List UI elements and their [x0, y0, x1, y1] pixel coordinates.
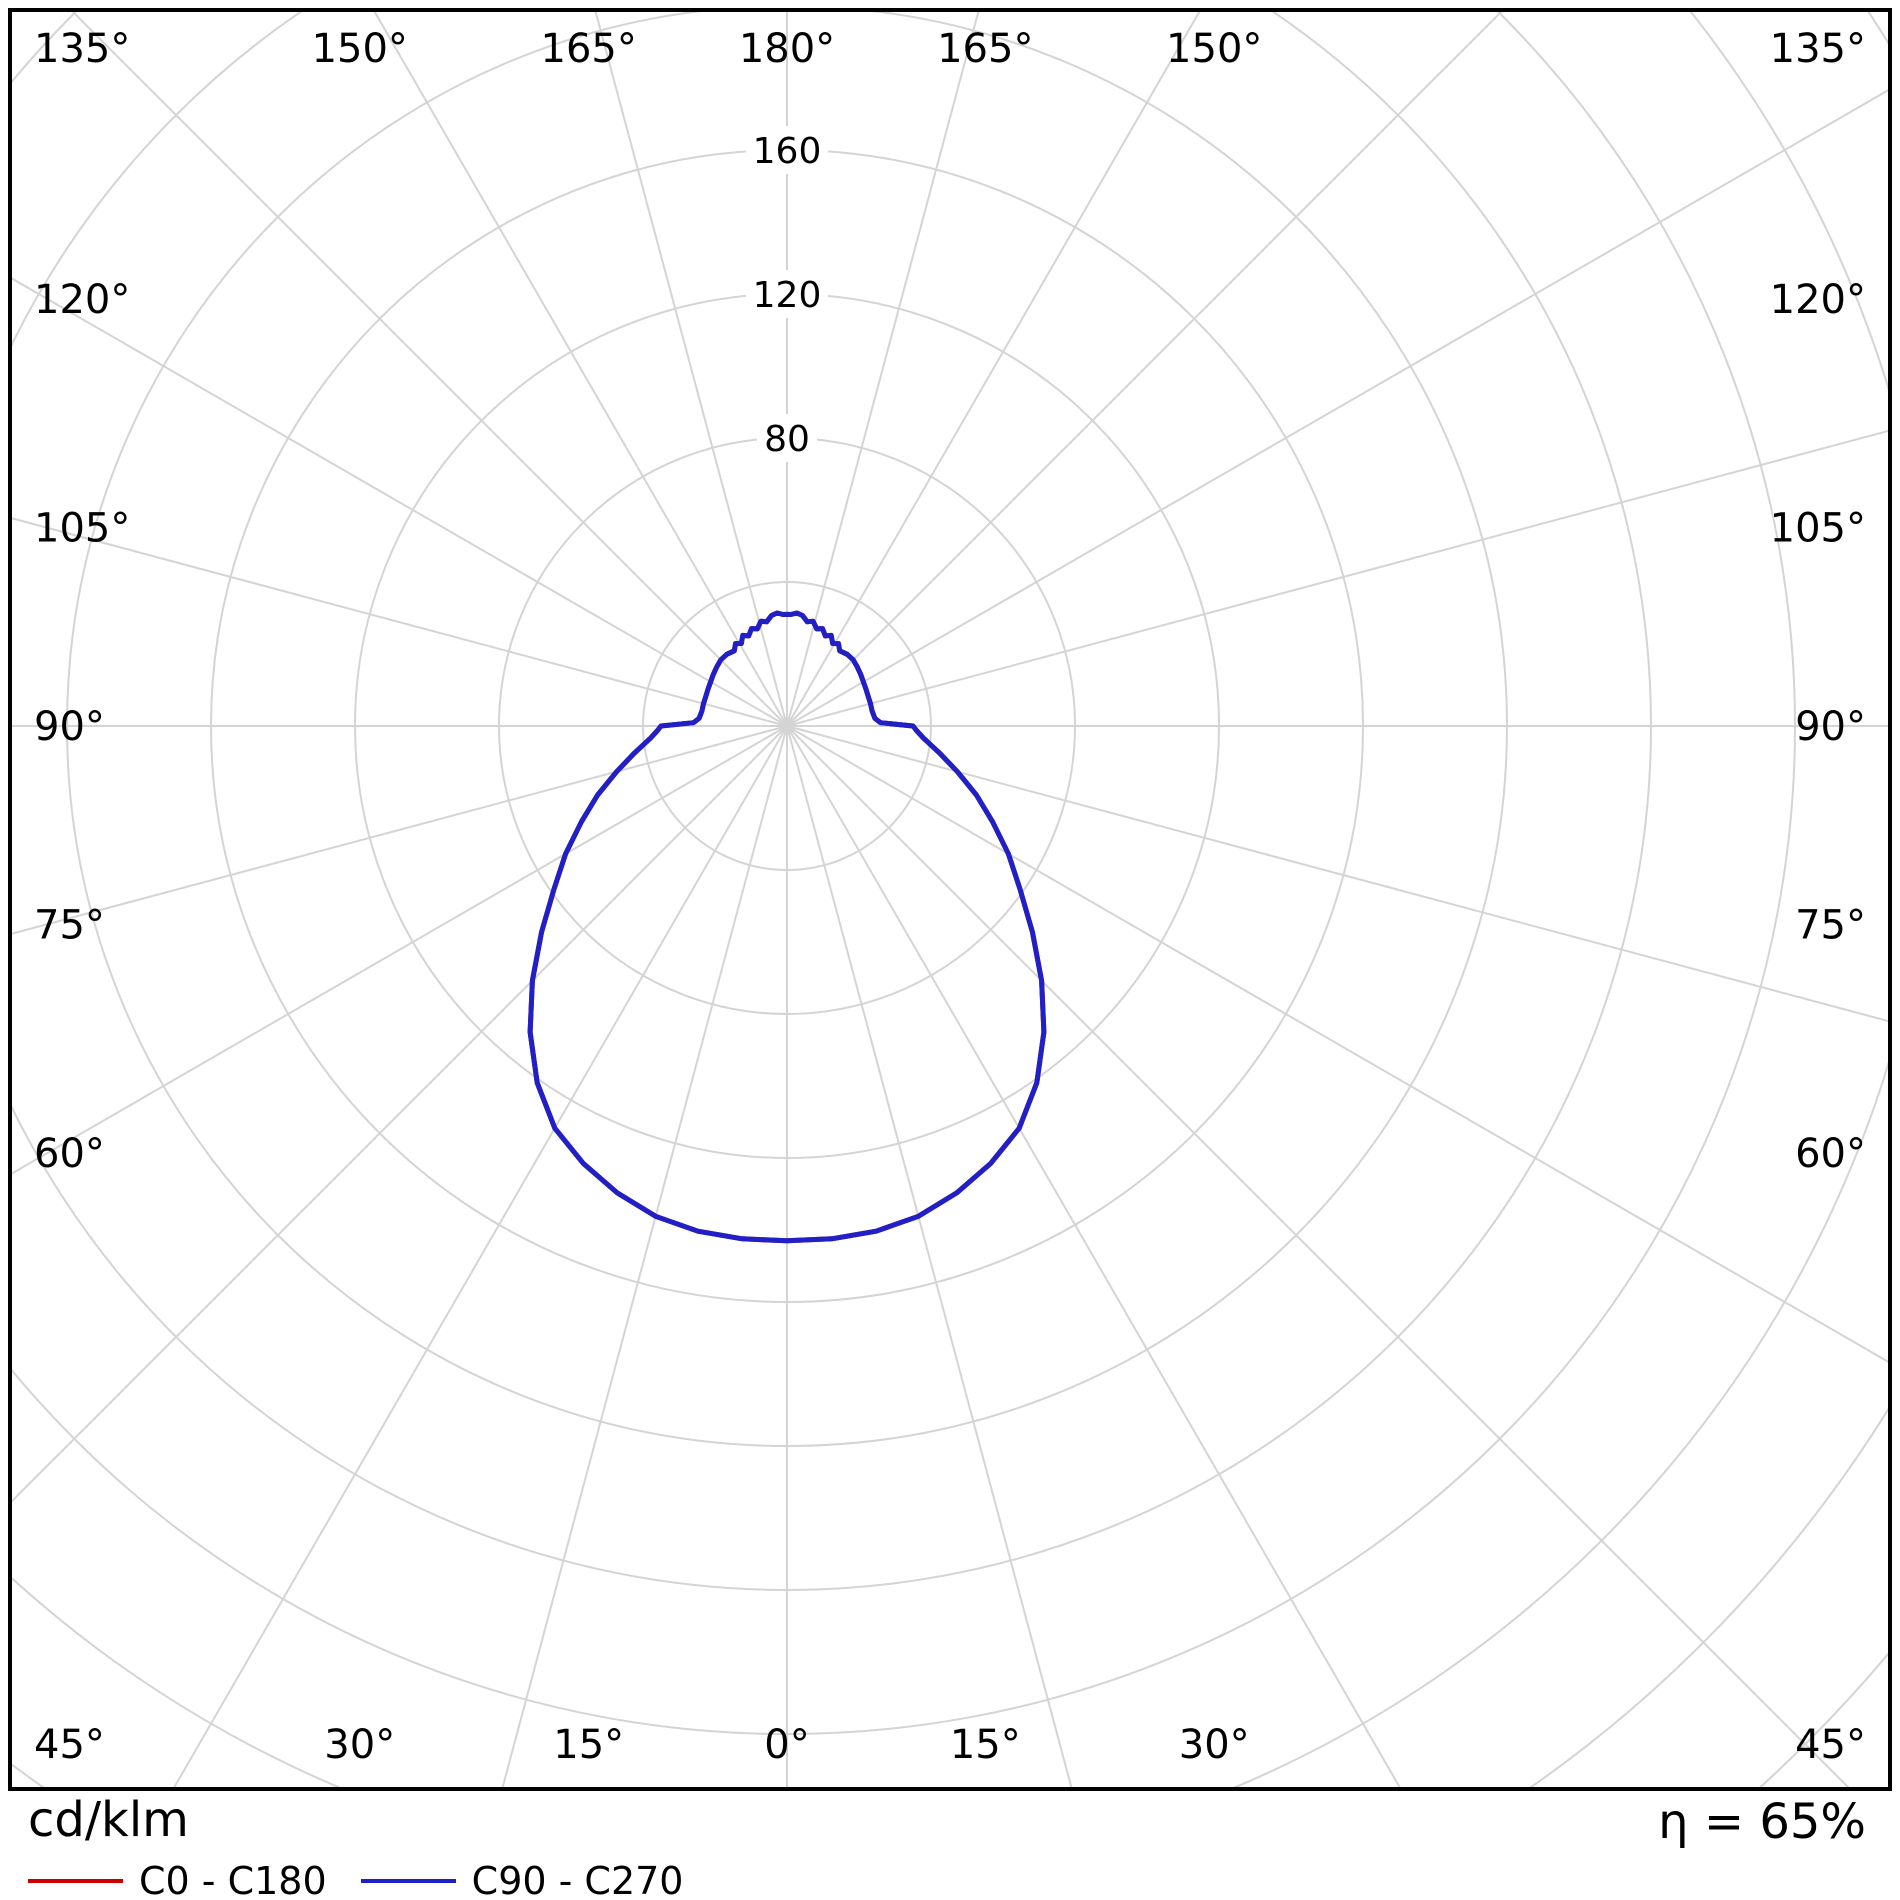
grid-spoke — [786, 725, 1401, 1787]
grid-spoke — [786, 89, 1888, 727]
angle-tick-label: 75° — [34, 902, 105, 948]
grid-spoke — [786, 725, 1888, 1023]
grid-spoke — [173, 725, 788, 1787]
radial-tick-label: 160 — [753, 131, 822, 172]
angle-tick-label: 135° — [34, 26, 130, 72]
legend: C0 - C180 C90 - C270 — [28, 1859, 683, 1900]
grid-spoke — [12, 725, 788, 1503]
chart-frame — [8, 8, 1892, 1791]
angle-tick-label: 45° — [1795, 1722, 1866, 1768]
grid-spoke — [12, 517, 788, 727]
grid-spoke — [12, 725, 788, 935]
angle-tick-label: 105° — [1770, 506, 1866, 552]
grid-spoke — [594, 12, 788, 727]
radial-tick-bg — [757, 414, 817, 462]
units-label: cd/klm — [28, 1792, 189, 1848]
efficiency-label: η = 65% — [1658, 1794, 1866, 1850]
angle-tick-label: 15° — [553, 1722, 624, 1768]
angle-tick-label: 135° — [1770, 26, 1866, 72]
radial-tick-label: 120 — [753, 275, 822, 316]
angle-tick-label: 15° — [950, 1722, 1021, 1768]
grid-spoke — [786, 429, 1888, 727]
angle-tick-label: 180° — [739, 26, 835, 72]
grid-spoke — [71, 12, 788, 727]
grid-spoke — [786, 12, 980, 727]
angle-tick-label: 0° — [764, 1722, 809, 1768]
angle-tick-label: 75° — [1795, 902, 1866, 948]
grid-spoke — [12, 725, 788, 1175]
legend-label: C90 - C270 — [471, 1858, 684, 1900]
angle-tick-label: 90° — [34, 704, 105, 750]
radial-tick-bg — [746, 126, 828, 174]
polar-grid — [12, 12, 1888, 1787]
radial-tick-label: 80 — [764, 419, 810, 460]
angle-tick-label: 30° — [1179, 1722, 1250, 1768]
angle-tick-label: 150° — [312, 26, 408, 72]
curve-C90-C270 — [527, 610, 1047, 1244]
grid-spoke — [12, 277, 788, 727]
grid-spoke — [786, 725, 1073, 1787]
footer-left: cd/klm C0 - C180 C90 - C270 — [28, 1794, 683, 1900]
radial-tick-bg — [746, 270, 828, 318]
angle-tick-label: 105° — [34, 506, 130, 552]
legend-swatch — [28, 1878, 123, 1883]
angle-tick-label: 60° — [34, 1131, 105, 1177]
angle-tick-label: 30° — [324, 1722, 395, 1768]
angle-tick-label: 120° — [34, 277, 130, 323]
grid-spoke — [786, 725, 1888, 1363]
polar-chart: 80 120 160 0° 15° 15° 30° 30° 45° 45° 60° 60° 75° 75°… — [8, 8, 1892, 1791]
grid-spoke — [373, 12, 788, 727]
grid-spoke — [786, 12, 1201, 727]
legend-swatch — [360, 1878, 456, 1883]
legend-item: C0 - C180 — [28, 1859, 327, 1900]
angle-tick-label: 45° — [34, 1722, 105, 1768]
grid-spoke — [786, 12, 1503, 727]
angle-tick-label: 120° — [1770, 277, 1866, 323]
legend-item: C90 - C270 — [360, 1858, 684, 1900]
angle-tick-label: 60° — [1795, 1131, 1866, 1177]
legend-label: C0 - C180 — [139, 1858, 327, 1900]
grid-spoke — [786, 725, 1850, 1787]
grid-spoke — [501, 725, 788, 1787]
chart-footer: cd/klm C0 - C180 C90 - C270 η = 65% — [0, 1792, 1900, 1900]
angle-tick-label: 150° — [1166, 26, 1262, 72]
angle-tick-label: 165° — [541, 26, 637, 72]
angle-tick-label: 90° — [1795, 704, 1866, 750]
angle-tick-label: 165° — [937, 26, 1033, 72]
